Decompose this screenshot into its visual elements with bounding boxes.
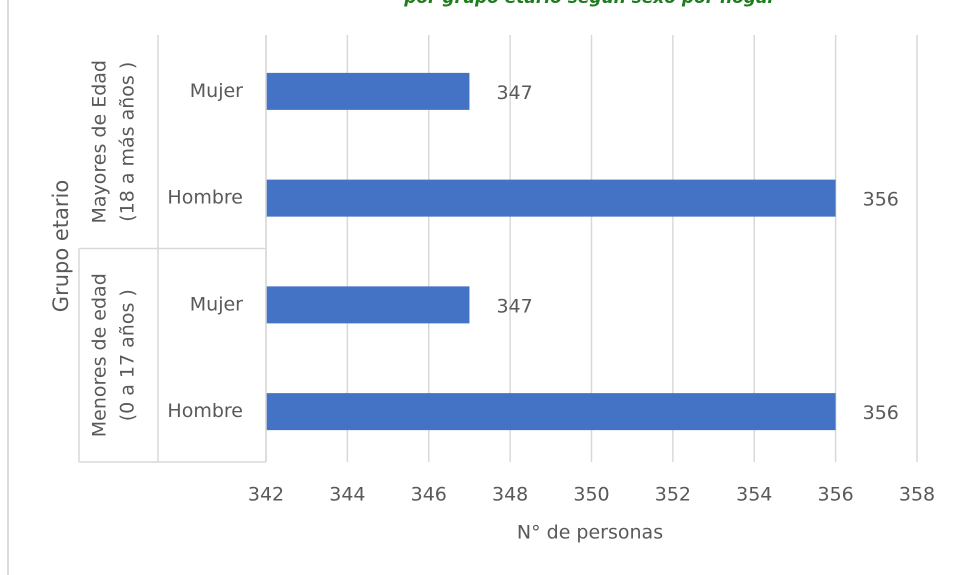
y-tick-label: Hombre <box>167 187 243 209</box>
group-label: Mayores de Edad <box>89 60 111 224</box>
y-tick-label: Mujer <box>190 293 243 315</box>
group-label: Menores de edad <box>89 273 111 437</box>
bar <box>266 179 836 217</box>
bar <box>266 286 470 324</box>
group-label: (0 a 17 años ) <box>117 289 139 421</box>
y-axis-title: Grupo etario <box>49 180 73 312</box>
x-tick-label: 342 <box>248 484 284 506</box>
x-axis-title: N° de personas <box>517 522 663 544</box>
x-tick-label: 358 <box>899 484 935 506</box>
bar <box>266 393 836 431</box>
y-tick-label: Mujer <box>190 80 243 102</box>
value-label: 347 <box>496 295 532 317</box>
x-tick-label: 344 <box>329 484 365 506</box>
x-tick-label: 348 <box>492 484 528 506</box>
value-label: 356 <box>863 402 899 424</box>
chart-title: por grupo etario según sexo por hogar <box>403 0 777 8</box>
value-label: 356 <box>863 189 899 211</box>
bar <box>266 72 470 110</box>
y-tick-label: Hombre <box>167 400 243 422</box>
group-label: (18 a más años ) <box>117 62 139 222</box>
value-label: 347 <box>496 82 532 104</box>
x-tick-label: 346 <box>411 484 447 506</box>
x-tick-label: 350 <box>573 484 609 506</box>
x-tick-label: 356 <box>817 484 853 506</box>
x-tick-label: 354 <box>736 484 772 506</box>
x-tick-label: 352 <box>655 484 691 506</box>
